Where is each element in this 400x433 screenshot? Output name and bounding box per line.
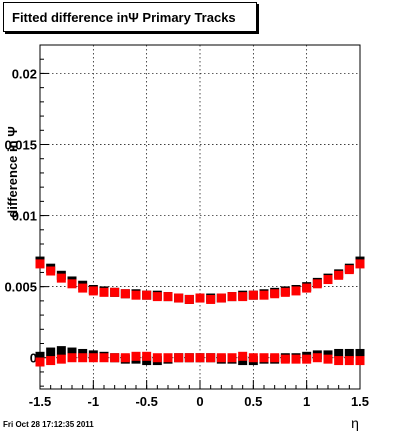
data-point-series-2	[312, 279, 322, 289]
data-point-series-2	[291, 286, 301, 296]
data-point-series-2	[270, 289, 280, 299]
data-point-series-2	[195, 353, 205, 363]
data-point-series-1	[56, 346, 66, 356]
data-point-series-2	[355, 259, 365, 269]
data-point-series-2	[99, 353, 109, 363]
data-point-series-2	[88, 286, 98, 296]
y-tick-label: 0.005	[4, 280, 37, 295]
data-point-series-2	[67, 353, 77, 363]
data-point-series-2	[312, 353, 322, 363]
y-tick-label: 0.015	[4, 138, 37, 153]
y-tick-label: 0.01	[12, 209, 37, 224]
data-point-series-2	[142, 290, 152, 300]
data-point-series-2	[238, 351, 248, 361]
y-tick-labels: 0 0.005 0.01 0.015 0.02	[4, 66, 37, 365]
x-tick-label: 1	[303, 394, 310, 409]
data-point-series-2	[174, 353, 184, 363]
data-markers	[35, 256, 365, 367]
x-tick-label: 0	[196, 394, 203, 409]
data-point-series-2	[344, 356, 354, 366]
data-point-series-2	[280, 354, 290, 364]
data-point-series-2	[227, 292, 237, 302]
data-point-series-2	[152, 292, 162, 302]
data-point-series-2	[184, 294, 194, 304]
data-point-series-2	[56, 354, 66, 364]
x-tick-label: -1.5	[29, 394, 51, 409]
data-point-series-2	[323, 275, 333, 285]
data-point-series-2	[88, 353, 98, 363]
data-point-series-2	[216, 293, 226, 303]
y-axis-label: difference in Ψ	[5, 126, 20, 217]
data-point-series-2	[120, 353, 130, 363]
data-point-series-2	[78, 353, 88, 363]
data-point-series-2	[302, 354, 312, 364]
data-point-series-2	[35, 259, 45, 269]
data-point-series-2	[110, 287, 120, 297]
x-tick-label: -0.5	[135, 394, 157, 409]
data-point-series-2	[46, 356, 56, 366]
data-point-series-2	[238, 292, 248, 302]
data-point-series-1	[355, 348, 365, 358]
data-point-series-2	[120, 289, 130, 299]
y-tick-label: 0.02	[12, 66, 37, 81]
data-point-series-2	[323, 354, 333, 364]
data-point-series-1	[334, 348, 344, 358]
timestamp: Fri Oct 28 17:12:35 2011	[3, 420, 94, 429]
data-point-series-2	[163, 353, 173, 363]
data-point-series-2	[334, 356, 344, 366]
x-tick-label: -1	[88, 394, 100, 409]
axis-ticks	[39, 58, 361, 389]
data-point-series-2	[227, 353, 237, 363]
data-point-series-2	[248, 353, 258, 363]
grid-lines	[39, 45, 361, 389]
data-point-series-2	[163, 292, 173, 302]
data-point-series-2	[248, 290, 258, 300]
data-point-series-2	[46, 266, 56, 276]
chart-title-box: Fitted difference inΨ Primary Tracks	[3, 2, 257, 32]
data-point-series-1	[344, 348, 354, 358]
data-point-series-2	[334, 270, 344, 280]
data-point-series-2	[78, 283, 88, 293]
x-tick-label: 0.5	[244, 394, 262, 409]
data-point-series-2	[302, 283, 312, 293]
data-point-series-2	[35, 357, 45, 367]
data-point-series-2	[195, 293, 205, 303]
y-tick-label: 0	[30, 351, 37, 366]
data-point-series-2	[174, 293, 184, 303]
data-point-series-2	[110, 353, 120, 363]
data-point-series-2	[56, 273, 66, 283]
data-point-series-2	[344, 265, 354, 275]
data-point-series-2	[291, 354, 301, 364]
data-point-series-2	[280, 287, 290, 297]
data-point-series-2	[131, 290, 141, 300]
data-point-series-2	[142, 351, 152, 361]
x-axis-label: η	[351, 415, 359, 431]
x-tick-label: 1.5	[351, 394, 369, 409]
data-point-series-2	[216, 353, 226, 363]
data-point-series-2	[67, 279, 77, 289]
data-point-series-2	[152, 353, 162, 363]
data-point-series-2	[270, 353, 280, 363]
data-point-series-2	[131, 351, 141, 361]
data-point-series-2	[206, 353, 216, 363]
data-point-series-1	[67, 347, 77, 357]
data-point-series-2	[259, 353, 269, 363]
data-point-series-2	[355, 356, 365, 366]
data-point-series-2	[184, 353, 194, 363]
data-point-series-1	[35, 351, 45, 361]
data-point-series-1	[46, 347, 56, 357]
data-point-series-2	[99, 287, 109, 297]
x-tick-labels: -1.5 -1 -0.5 0 0.5 1 1.5	[29, 394, 369, 409]
data-point-series-2	[259, 290, 269, 300]
data-point-series-2	[206, 294, 216, 304]
chart-title: Fitted difference inΨ Primary Tracks	[12, 10, 236, 25]
